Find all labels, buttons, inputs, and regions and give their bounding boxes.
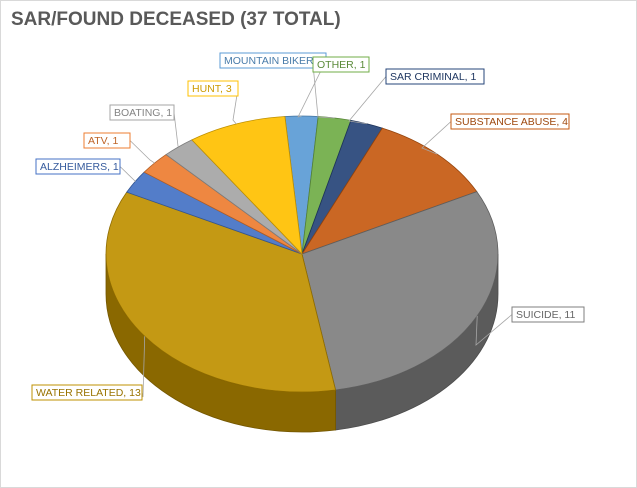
slice-label-box-7 bbox=[83, 132, 131, 149]
slice-label-3: SUBSTANCE ABUSE, 4 bbox=[455, 116, 568, 128]
leader-line-4 bbox=[475, 314, 513, 346]
slice-label-box-6 bbox=[35, 158, 121, 175]
slice-label-box-5 bbox=[31, 384, 143, 401]
slice-label-1: OTHER, 1 bbox=[317, 59, 366, 71]
slice-label-box-4 bbox=[511, 306, 585, 323]
slice-labels: MOUNTAIN BIKER, OTHER, 1 SAR CRIMINAL, 1 SU… bbox=[31, 52, 585, 401]
chart-title: SAR/FOUND DECEASED (37 TOTAL) bbox=[11, 9, 341, 30]
leader-line-2 bbox=[348, 76, 387, 125]
leader-line-6 bbox=[119, 166, 136, 182]
slice-label-box-9 bbox=[187, 80, 239, 97]
slice-label-box-3 bbox=[450, 113, 570, 130]
slice-label-6: ALZHEIMERS, 1 bbox=[40, 161, 119, 173]
slice-label-box-8 bbox=[109, 104, 175, 121]
slice-label-9: HUNT, 3 bbox=[192, 83, 232, 95]
leader-line-1 bbox=[312, 64, 335, 119]
slice-label-box-2 bbox=[385, 68, 485, 85]
slice-label-8: BOATING, 1 bbox=[114, 107, 172, 119]
slice-9 bbox=[191, 116, 303, 256]
leader-line-3 bbox=[421, 121, 452, 155]
leader-line-8 bbox=[173, 112, 179, 148]
leader-line-0 bbox=[297, 60, 327, 118]
slice-label-5: WATER RELATED, 13 bbox=[36, 387, 141, 399]
slice-label-4: SUICIDE, 11 bbox=[516, 309, 575, 321]
slice-label-box-1 bbox=[312, 56, 370, 73]
slice-label-0: MOUNTAIN BIKER, bbox=[224, 55, 317, 67]
pie-tops bbox=[105, 115, 499, 393]
slice-label-7: ATV, 1 bbox=[88, 135, 119, 147]
leader-line-9 bbox=[232, 88, 239, 125]
leader-lines bbox=[119, 60, 513, 398]
slice-label-2: SAR CRIMINAL, 1 bbox=[390, 71, 477, 83]
leader-line-7 bbox=[129, 140, 155, 164]
